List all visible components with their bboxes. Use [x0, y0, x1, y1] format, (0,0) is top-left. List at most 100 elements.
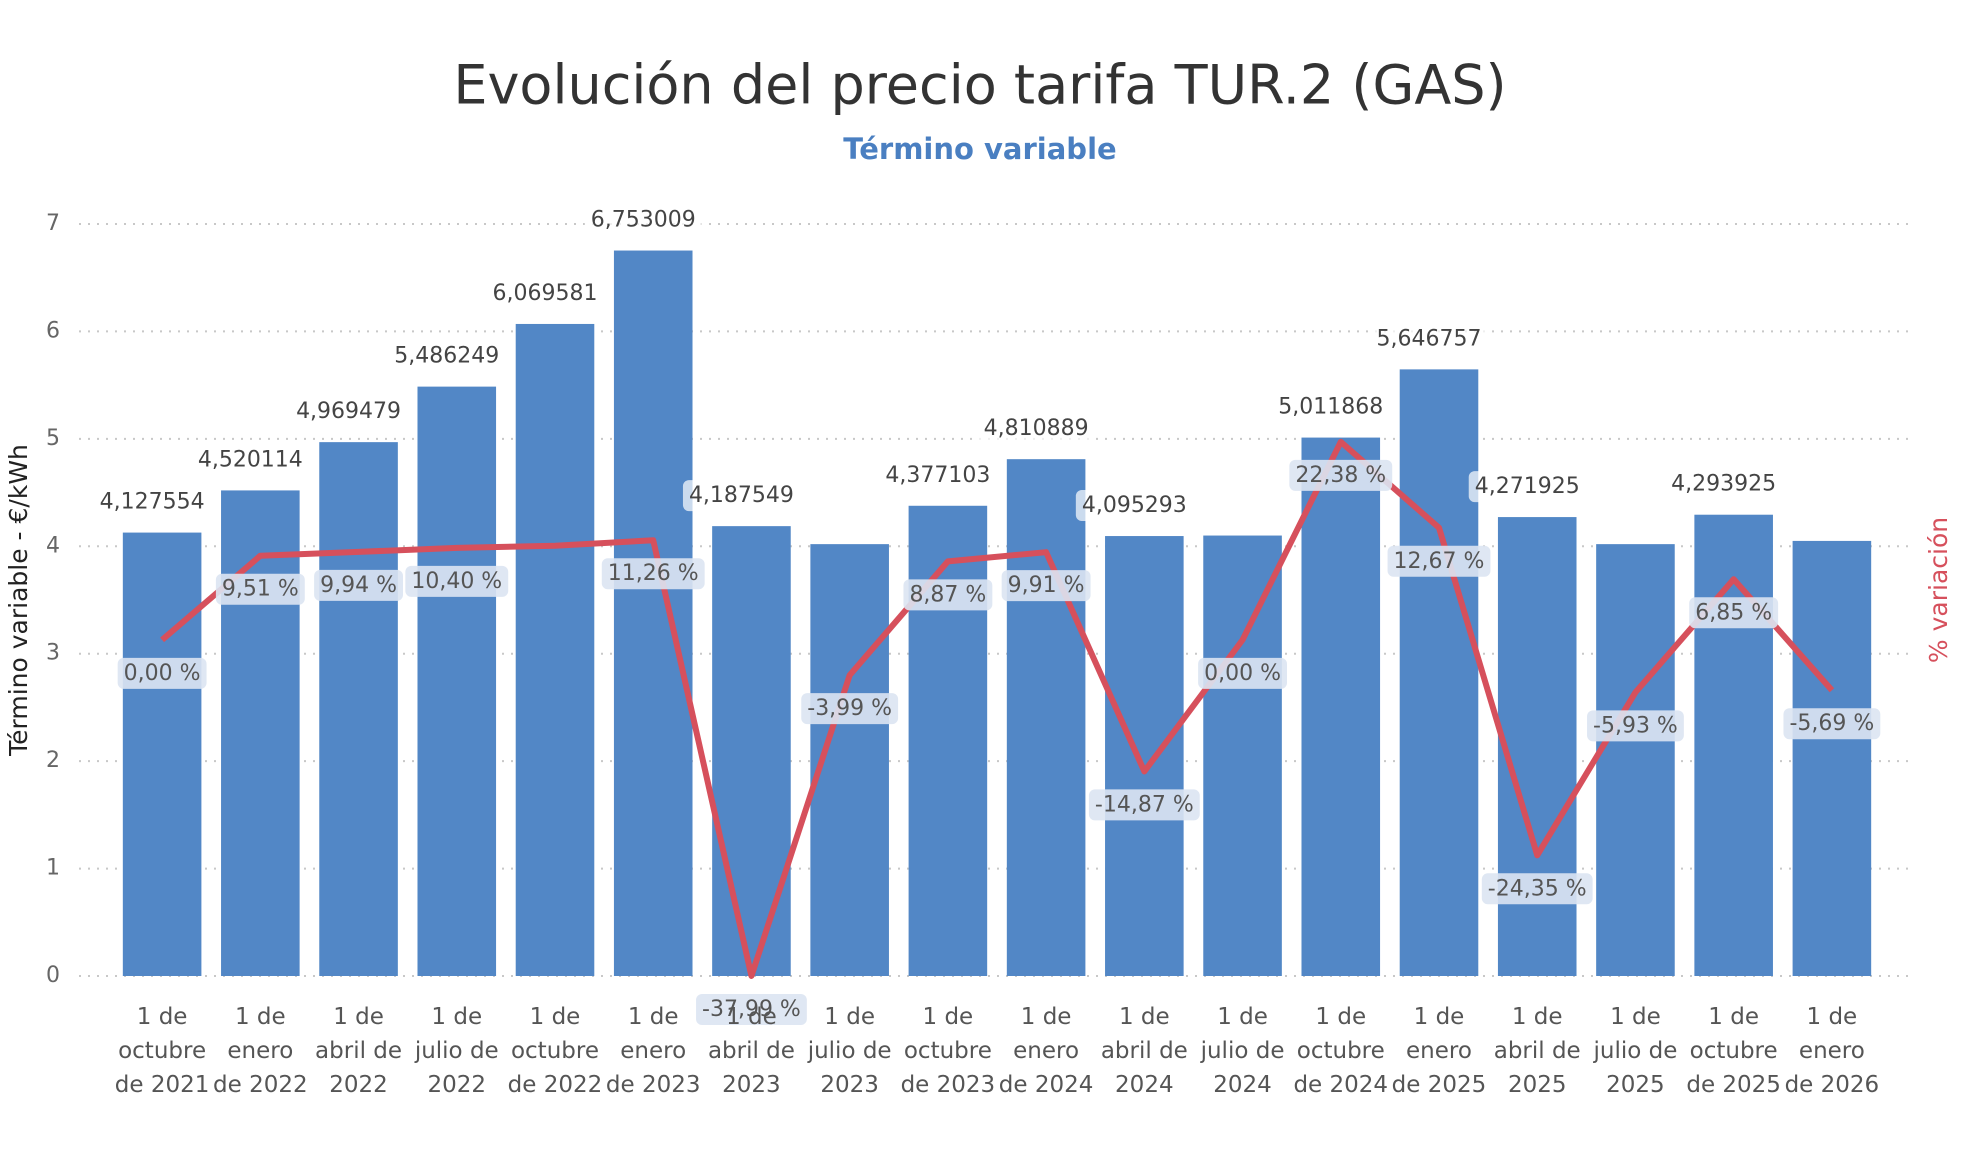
- line-label-background: [801, 693, 899, 725]
- bar-label-background: [1272, 391, 1390, 423]
- line-value-label: 12,67 %: [1394, 549, 1485, 574]
- line-label-background: [1481, 873, 1593, 905]
- bar-label-background: [93, 486, 211, 518]
- x-tick-label: 1 de enero de 2022: [213, 1004, 308, 1098]
- bar-value-label: 4,377103: [885, 463, 990, 488]
- line-value-label: -14,87 %: [1095, 792, 1194, 817]
- bar-label-background: [1468, 471, 1586, 503]
- line-value-label: 0,00 %: [1204, 661, 1281, 686]
- bar-value-label: 5,011868: [1278, 395, 1383, 420]
- line-label-background: [405, 565, 509, 597]
- bar-label-background: [388, 340, 506, 372]
- y-tick-label: 7: [46, 211, 60, 236]
- y-tick-label: 0: [46, 963, 60, 988]
- bar: [1596, 544, 1675, 976]
- x-tick-label: 1 de octubre de 2024: [1293, 1004, 1389, 1098]
- x-tick-label: 1 de abril de 2025: [1493, 1004, 1581, 1098]
- bar: [417, 386, 497, 976]
- bar-value-label: 5,646757: [1377, 326, 1482, 351]
- bar: [1203, 535, 1282, 976]
- line-value-label: -24,35 %: [1488, 876, 1587, 901]
- y-axis-title: Término variable - €/kWh: [4, 444, 33, 757]
- bar-label-background: [191, 444, 309, 476]
- bar: [515, 323, 595, 976]
- line: [160, 438, 1835, 979]
- bar-value-label: 5,486249: [394, 344, 499, 369]
- y-tick-label: 6: [46, 318, 60, 343]
- x-tick-label: 1 de enero de 2025: [1391, 1004, 1487, 1098]
- bar-value-label: 4,187549: [689, 483, 794, 508]
- bar: [908, 505, 988, 976]
- line-label-background: [1783, 708, 1881, 740]
- x-tick-label: 1 de abril de 2024: [1100, 1004, 1188, 1098]
- bar-value-label: 4,520114: [198, 447, 303, 472]
- line-label-background: [1587, 710, 1684, 742]
- bar-value-label: 4,293925: [1671, 472, 1776, 497]
- line-label-background: [1198, 657, 1288, 689]
- x-tick-label: 1 de enero de 2023: [605, 1004, 701, 1098]
- bar: [319, 442, 398, 976]
- x-tick-label: 1 de julio de 2022: [414, 1004, 499, 1098]
- y-tick-label: 5: [46, 426, 60, 451]
- bar: [1497, 517, 1577, 976]
- line-value-label: 6,85 %: [1695, 600, 1772, 625]
- x-tick-label: 1 de octubre de 2023: [900, 1004, 996, 1098]
- line-label-background: [1289, 459, 1393, 491]
- bar: [1301, 437, 1381, 977]
- x-tick-label: 1 de abril de 2023: [707, 1004, 795, 1098]
- line-value-label: 11,26 %: [608, 561, 699, 586]
- bar-value-label: 4,095293: [1082, 493, 1187, 518]
- y-tick-label: 3: [46, 641, 60, 666]
- line-value-label: 8,87 %: [909, 582, 986, 607]
- bar: [1694, 514, 1773, 976]
- bar: [1105, 536, 1184, 976]
- y-tick-label: 1: [46, 856, 60, 881]
- line-value-label: 9,94 %: [320, 573, 397, 598]
- bar-value-label: 4,271925: [1475, 474, 1580, 499]
- line-value-label: 9,51 %: [222, 577, 299, 602]
- line-label-background: [903, 579, 993, 611]
- bar-value-label: 6,069581: [493, 281, 598, 306]
- line-value-label: -5,69 %: [1789, 711, 1874, 736]
- x-tick-label: 1 de octubre de 2025: [1686, 1004, 1781, 1098]
- line-label-background: [117, 657, 207, 689]
- x-tick-label: 1 de enero de 2024: [998, 1004, 1094, 1098]
- bar: [712, 526, 791, 976]
- x-tick-label: 1 de octubre de 2021: [114, 1004, 210, 1098]
- bar-label-background: [1665, 468, 1783, 500]
- bar-label-background: [879, 459, 997, 491]
- bar-value-label: 6,753009: [591, 208, 696, 233]
- line-label-background: [1387, 545, 1491, 577]
- line-value-label: 10,40 %: [411, 569, 502, 594]
- x-tick-label: 1 de octubre de 2022: [507, 1004, 603, 1098]
- line-value-label: -5,93 %: [1593, 713, 1678, 738]
- line-value-label: 9,91 %: [1008, 573, 1085, 598]
- bar-label-background: [584, 204, 702, 236]
- bar-value-label: 4,969479: [296, 399, 401, 424]
- bar-label-background: [290, 396, 408, 428]
- y-tick-label: 4: [46, 533, 60, 558]
- line-value-label: -37,99 %: [702, 997, 801, 1022]
- line-value-label: 0,00 %: [124, 661, 201, 686]
- line-label-background: [696, 994, 807, 1025]
- bar: [1399, 369, 1479, 976]
- line-label-background: [314, 569, 404, 601]
- bar-label-background: [682, 480, 800, 512]
- line-label-background: [601, 558, 705, 590]
- y2-axis-title: % variación: [1924, 517, 1953, 663]
- line-value-label: -3,99 %: [807, 696, 892, 721]
- bar-value-label: 4,810889: [984, 416, 1089, 441]
- chart-subtitle: Término variable: [843, 132, 1116, 166]
- chart-title: Evolución del precio tarifa TUR.2 (GAS): [453, 54, 1506, 117]
- x-tick-label: 1 de enero de 2026: [1784, 1004, 1880, 1098]
- bar: [1792, 540, 1872, 976]
- line-label-background: [1001, 570, 1091, 602]
- x-tick-label: 1 de julio de 2023: [807, 1004, 892, 1098]
- x-tick-label: 1 de julio de 2024: [1200, 1004, 1285, 1098]
- line-value-label: 22,38 %: [1295, 463, 1386, 488]
- bar-label-background: [977, 413, 1095, 445]
- bar-label-background: [486, 277, 604, 309]
- x-tick-label: 1 de julio de 2025: [1593, 1004, 1678, 1098]
- line-label-background: [1689, 597, 1779, 629]
